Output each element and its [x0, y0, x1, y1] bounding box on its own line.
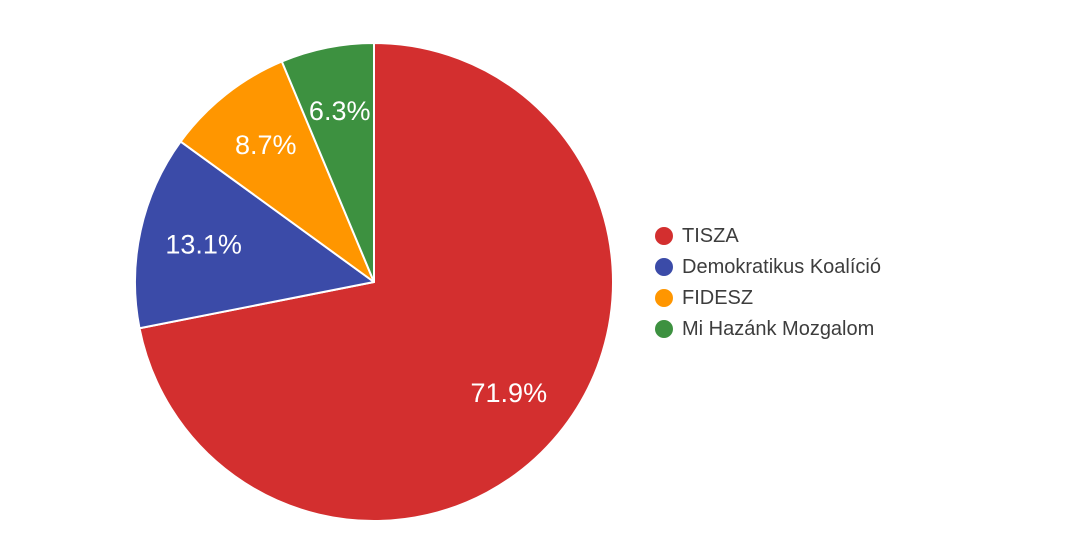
legend-swatch-fidesz-icon [655, 288, 673, 307]
legend-label-fidesz: FIDESZ [682, 286, 754, 309]
legend: TISZA Demokratikus Koalíció FIDESZ Mi Ha… [655, 220, 881, 344]
slice-value-label-demokratikus-koalicio: 13.1% [165, 230, 242, 260]
legend-swatch-demokratikus-koalicio-icon [655, 257, 673, 276]
pie-slice-demokratikus-koalicio[interactable] [134, 140, 375, 330]
pie-slice-tisza[interactable] [138, 42, 614, 522]
slice-value-label-mi-hazank-mozgalom: 6.3% [309, 96, 371, 126]
legend-item-tisza[interactable]: TISZA [655, 220, 881, 251]
legend-swatch-mi-hazank-mozgalom-icon [655, 319, 673, 338]
legend-item-mi-hazank-mozgalom[interactable]: Mi Hazánk Mozgalom [655, 313, 881, 344]
legend-item-demokratikus-koalicio[interactable]: Demokratikus Koalíció [655, 251, 881, 282]
legend-swatch-tisza-icon [655, 226, 673, 245]
legend-label-tisza: TISZA [682, 224, 739, 247]
legend-label-mi-hazank-mozgalom: Mi Hazánk Mozgalom [682, 317, 875, 340]
pie-slice-fidesz[interactable] [179, 60, 375, 283]
pie-slice-mi-hazank-mozgalom[interactable] [280, 42, 375, 283]
slice-value-label-tisza: 71.9% [471, 378, 548, 408]
slice-value-label-fidesz: 8.7% [235, 130, 297, 160]
legend-item-fidesz[interactable]: FIDESZ [655, 282, 881, 313]
legend-label-demokratikus-koalicio: Demokratikus Koalíció [682, 255, 881, 278]
